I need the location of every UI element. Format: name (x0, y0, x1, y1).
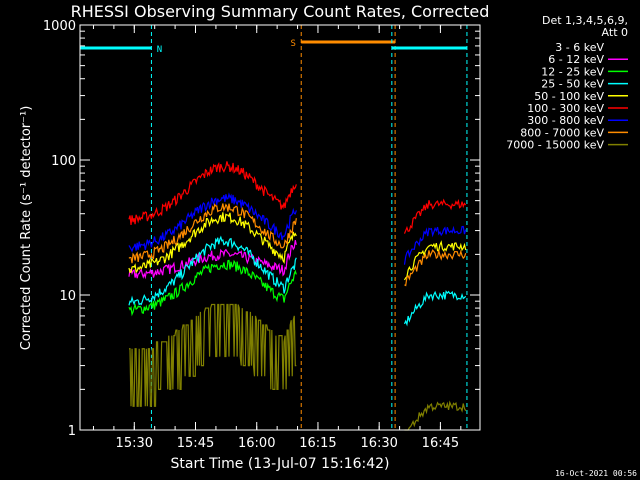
x-axis-label: Start Time (13-Jul-07 15:16:42) (170, 456, 389, 472)
legend-header: Det 1,3,4,5,6,9, (542, 14, 628, 27)
series-line (128, 235, 297, 306)
series-line-late (403, 289, 467, 327)
generated-timestamp: 16-Oct-2021 00:56 (555, 469, 637, 478)
plot-frame (79, 24, 481, 431)
legend-label: 6 - 12 keV (548, 53, 604, 66)
series-line (128, 240, 297, 280)
series-line (128, 203, 297, 264)
legend-label: 300 - 800 keV (527, 114, 604, 127)
y-tick-label: 100 (51, 154, 76, 169)
x-tick-label: 16:00 (238, 436, 275, 451)
plot-area: NS (79, 25, 468, 431)
flag-label: S (291, 39, 296, 49)
x-tick-label: 15:30 (116, 436, 153, 451)
x-tick-label: 16:15 (299, 436, 336, 451)
y-axis-label: Corrected Count Rate (s⁻¹ detector⁻¹) (19, 106, 34, 351)
series-line (128, 192, 297, 253)
series-line-late (404, 249, 467, 287)
legend-label: 3 - 6 keV (555, 41, 604, 54)
series-line (128, 161, 297, 226)
flag-label: N (157, 45, 162, 55)
y-tick-label: 10 (59, 289, 76, 304)
legend-label: 800 - 7000 keV (520, 126, 604, 139)
legend-label: 25 - 50 keV (541, 78, 604, 91)
legend-header: Att 0 (602, 26, 628, 39)
legend-label: 12 - 25 keV (541, 65, 604, 78)
x-tick-label: 16:30 (360, 436, 397, 451)
legend-label: 50 - 100 keV (534, 90, 604, 103)
series-line-late (403, 198, 467, 234)
chart-title: RHESSI Observing Summary Count Rates, Co… (71, 2, 490, 21)
legend-label: 7000 - 15000 keV (506, 139, 604, 152)
x-tick-label: 16:45 (422, 436, 459, 451)
y-tick-label: 1 (68, 424, 76, 439)
series-line-late (404, 400, 467, 431)
series-line-late (403, 225, 467, 265)
y-tick-label: 1000 (43, 19, 76, 34)
series-line (128, 259, 297, 317)
series-line-late (403, 240, 467, 281)
x-tick-label: 15:45 (177, 436, 214, 451)
legend-label: 100 - 300 keV (527, 102, 604, 115)
series-line (128, 212, 297, 274)
axes: 15:30 15:45 16:00 16:15 16:30 16:45 1 10 100 1000 (43, 19, 481, 451)
series-line (128, 303, 297, 407)
